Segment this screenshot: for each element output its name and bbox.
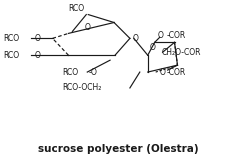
Text: RCO: RCO [68, 4, 84, 13]
Text: O: O [150, 43, 156, 52]
Text: RCO: RCO [3, 34, 19, 43]
Text: CH₂O-COR: CH₂O-COR [162, 48, 201, 57]
Text: -O: -O [88, 68, 97, 77]
Text: -O: -O [33, 51, 42, 60]
Text: O: O [84, 23, 90, 32]
Text: -COR: -COR [167, 68, 186, 77]
Text: RCO: RCO [63, 68, 79, 77]
Text: sucrose polyester (Olestra): sucrose polyester (Olestra) [38, 144, 198, 154]
Text: O: O [158, 31, 164, 40]
Text: RCO-OCH₂: RCO-OCH₂ [63, 83, 102, 92]
Text: O: O [133, 34, 139, 43]
Text: -COR: -COR [167, 31, 186, 40]
Text: O: O [160, 68, 165, 77]
Text: -O: -O [33, 34, 42, 43]
Text: RCO: RCO [3, 51, 19, 60]
